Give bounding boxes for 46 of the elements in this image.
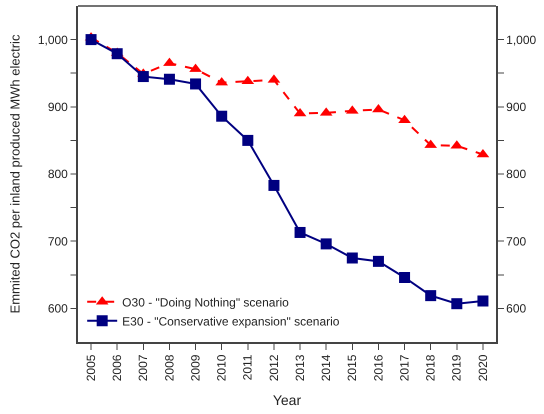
x-axis-title: Year <box>272 392 302 408</box>
point <box>216 110 228 122</box>
x-tick-label: 2012 <box>266 354 281 382</box>
y2-tick-label: 800 <box>506 167 526 182</box>
x-tick-label: 2019 <box>450 354 464 382</box>
point <box>242 134 254 146</box>
x-tick-label: 2009 <box>188 354 202 382</box>
y-tick-label: 1,000 <box>38 32 68 47</box>
y2-tick-label: 600 <box>506 302 526 316</box>
point <box>399 272 410 283</box>
point <box>294 226 306 238</box>
y-tick-label: 800 <box>48 167 68 182</box>
point <box>190 78 202 90</box>
y-axis-title: Emmited CO2 per inland produced MWh electric <box>7 34 22 314</box>
y2-tick-label: 900 <box>506 100 526 114</box>
x-tick-label: 2017 <box>397 354 412 382</box>
x-tick-label: 2015 <box>345 354 360 382</box>
x-tick-label: 2016 <box>371 354 386 382</box>
y-tick-label: 900 <box>48 100 68 114</box>
legend-label: O30 - "Doing Nothing" scenario <box>122 295 290 310</box>
point <box>425 290 436 302</box>
point <box>451 298 462 310</box>
x-tick-label: 2013 <box>292 354 307 382</box>
y-tick-label: 700 <box>48 234 68 248</box>
y2-tick-label: 1,000 <box>506 32 537 47</box>
x-tick-label: 2006 <box>110 354 124 382</box>
x-tick-label: 2011 <box>240 354 255 380</box>
point <box>268 180 280 191</box>
point <box>477 296 488 307</box>
x-tick-label: 2010 <box>214 354 229 382</box>
point <box>112 48 123 60</box>
point <box>320 238 332 250</box>
point <box>86 34 97 46</box>
point <box>164 74 175 85</box>
point <box>372 256 384 267</box>
legend-label: E30 - "Conservative expansion" scenario <box>122 314 340 328</box>
x-tick-label: 2014 <box>319 354 334 382</box>
point <box>346 252 358 264</box>
x-tick-label: 2018 <box>424 354 438 382</box>
x-tick-label: 2008 <box>162 354 176 382</box>
y-tick-label: 600 <box>48 302 68 316</box>
x-tick-label: 2020 <box>476 354 490 382</box>
point <box>138 71 149 82</box>
x-tick-label: 2007 <box>136 354 150 382</box>
y2-tick-label: 700 <box>506 234 526 248</box>
x-tick-label: 2005 <box>84 354 98 382</box>
